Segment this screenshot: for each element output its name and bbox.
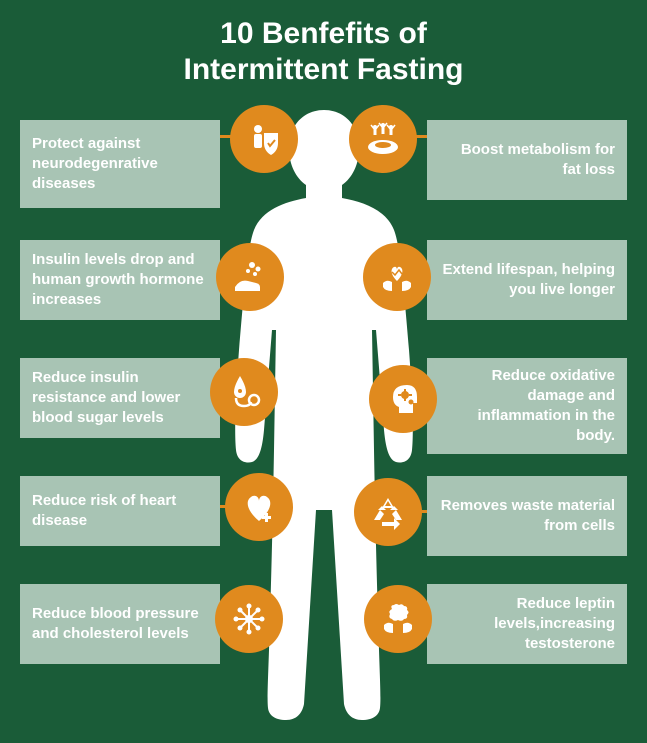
benefit-text: Insulin levels drop and human growth hor…	[32, 250, 208, 311]
benefit-text: Reduce blood pressure and cholesterol le…	[32, 604, 208, 645]
infographic-body: Protect against neurodegenrative disease…	[0, 100, 647, 740]
benefit-box-left-4: Reduce blood pressure and cholesterol le…	[20, 584, 220, 664]
benefit-box-left-2: Reduce insulin resistance and lower bloo…	[20, 358, 220, 438]
benefit-box-right-4: Reduce leptin levels,increasing testoste…	[427, 584, 627, 664]
hand-dots-icon	[216, 243, 284, 311]
benefit-box-right-1: Extend lifespan, helping you live longer	[427, 240, 627, 320]
benefit-text: Reduce risk of heart disease	[32, 491, 208, 532]
page-title: 10 Benfefits of Intermittent Fasting	[0, 0, 647, 100]
hands-heart-icon	[363, 243, 431, 311]
benefit-text: Extend lifespan, helping you live longer	[439, 260, 615, 301]
plate-people-icon	[349, 105, 417, 173]
benefit-text: Reduce oxidative damage and inflammation…	[439, 366, 615, 447]
benefit-box-left-3: Reduce risk of heart disease	[20, 476, 220, 546]
benefit-text: Boost metabolism for fat loss	[439, 140, 615, 181]
heart-plus-icon	[225, 473, 293, 541]
head-gears-icon	[369, 365, 437, 433]
benefit-box-right-3: Removes waste material from cells	[427, 476, 627, 556]
benefit-text: Removes waste material from cells	[439, 496, 615, 537]
benefit-text: Reduce leptin levels,increasing testoste…	[439, 594, 615, 655]
molecule-icon	[215, 585, 283, 653]
hands-brain-icon	[364, 585, 432, 653]
title-line-2: Intermittent Fasting	[183, 53, 463, 86]
benefit-box-left-1: Insulin levels drop and human growth hor…	[20, 240, 220, 320]
benefit-box-right-2: Reduce oxidative damage and inflammation…	[427, 358, 627, 454]
benefit-box-left-0: Protect against neurodegenrative disease…	[20, 120, 220, 208]
benefit-text: Protect against neurodegenrative disease…	[32, 134, 208, 195]
blood-drop-steth-icon	[210, 358, 278, 426]
shield-person-icon	[230, 105, 298, 173]
title-line-1: 10 Benfefits of	[220, 17, 427, 50]
recycle-icon	[354, 478, 422, 546]
benefit-text: Reduce insulin resistance and lower bloo…	[32, 368, 208, 429]
benefit-box-right-0: Boost metabolism for fat loss	[427, 120, 627, 200]
